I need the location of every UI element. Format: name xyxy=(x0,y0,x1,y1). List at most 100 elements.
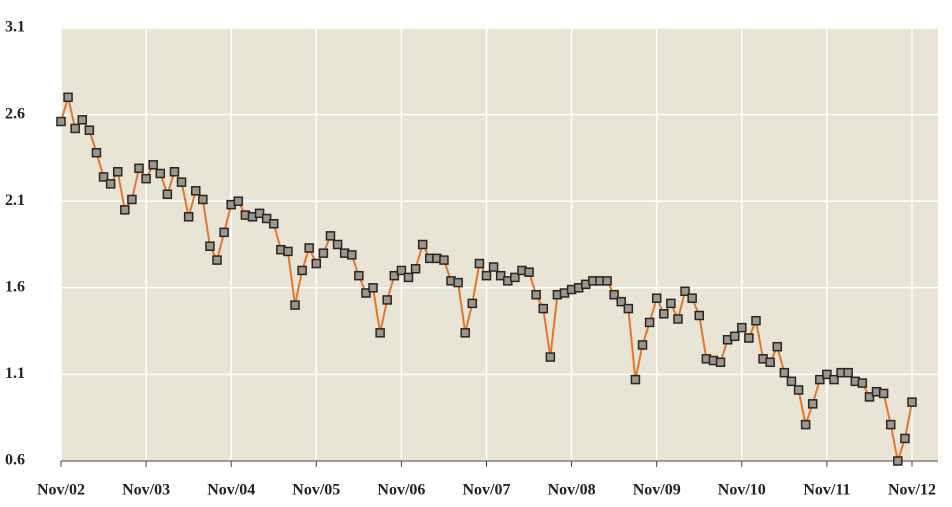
marker xyxy=(666,298,676,309)
marker xyxy=(63,92,73,103)
x-tick-label: Nov/11 xyxy=(803,482,850,499)
marker xyxy=(729,331,740,342)
marker xyxy=(410,263,421,274)
x-tick-label: Nov/09 xyxy=(633,482,681,499)
marker xyxy=(84,125,95,135)
marker xyxy=(807,399,818,409)
marker xyxy=(495,270,506,281)
marker xyxy=(396,265,407,276)
marker xyxy=(311,258,322,269)
marker xyxy=(169,167,180,177)
marker xyxy=(155,168,166,179)
marker xyxy=(481,270,492,281)
x-tick-label: Nov/04 xyxy=(207,482,255,499)
marker xyxy=(715,357,726,368)
marker xyxy=(900,433,910,444)
marker xyxy=(694,310,704,321)
x-tick-label: Nov/02 xyxy=(37,482,85,499)
marker xyxy=(829,374,839,385)
marker xyxy=(332,239,343,250)
marker xyxy=(765,357,775,368)
marker xyxy=(744,333,754,343)
marker xyxy=(354,270,364,281)
marker xyxy=(772,341,783,352)
marker xyxy=(70,123,80,134)
marker xyxy=(687,293,697,303)
marker xyxy=(368,283,378,293)
marker xyxy=(219,227,229,238)
marker xyxy=(843,367,853,378)
marker xyxy=(375,328,385,338)
marker xyxy=(822,369,832,380)
marker xyxy=(460,328,470,338)
marker xyxy=(609,289,619,300)
marker xyxy=(885,419,896,430)
marker xyxy=(56,116,66,127)
x-tick-label: Nov/08 xyxy=(548,482,596,499)
plot-area xyxy=(61,28,938,461)
marker xyxy=(98,172,109,182)
marker xyxy=(403,272,414,283)
marker xyxy=(793,385,804,395)
marker xyxy=(198,194,208,205)
marker xyxy=(737,322,747,333)
marker xyxy=(205,241,215,251)
marker xyxy=(261,213,272,224)
x-tick-label: Nov/10 xyxy=(718,482,766,499)
marker xyxy=(602,276,612,286)
marker xyxy=(254,208,265,219)
marker xyxy=(134,163,144,174)
x-tick-label: Nov/12 xyxy=(888,482,936,499)
marker xyxy=(318,248,329,258)
marker xyxy=(616,296,626,307)
marker xyxy=(488,262,499,272)
marker xyxy=(864,392,875,402)
marker xyxy=(190,186,201,196)
marker xyxy=(120,205,130,215)
marker xyxy=(183,212,194,222)
marker xyxy=(148,160,158,170)
marker xyxy=(524,267,534,277)
marker xyxy=(623,303,634,314)
marker xyxy=(389,270,400,281)
marker xyxy=(347,250,357,260)
marker xyxy=(474,258,485,269)
marker xyxy=(112,167,123,177)
marker xyxy=(878,388,889,399)
marker xyxy=(815,374,825,385)
marker xyxy=(141,173,151,184)
y-tick-label: 2.1 xyxy=(5,192,25,209)
marker xyxy=(644,317,655,328)
marker xyxy=(417,239,428,250)
marker xyxy=(297,265,307,276)
marker xyxy=(304,243,314,253)
marker xyxy=(162,189,173,200)
marker xyxy=(907,397,917,407)
y-tick-label: 2.6 xyxy=(5,105,25,122)
marker xyxy=(283,246,293,257)
marker xyxy=(651,293,662,303)
y-tick-label: 1.6 xyxy=(5,278,25,295)
x-tick-label: Nov/06 xyxy=(377,482,425,499)
marker xyxy=(857,378,868,388)
marker xyxy=(91,147,102,158)
marker xyxy=(531,289,541,300)
x-tick-label: Nov/05 xyxy=(292,482,340,499)
y-tick-label: 0.6 xyxy=(5,452,25,469)
marker xyxy=(800,419,811,430)
marker xyxy=(361,288,371,298)
marker xyxy=(105,179,116,189)
marker xyxy=(439,255,449,265)
marker xyxy=(893,456,903,466)
marker xyxy=(325,231,336,241)
y-tick-label: 1.1 xyxy=(5,365,25,382)
marker xyxy=(290,300,300,310)
marker xyxy=(77,115,88,125)
marker xyxy=(673,314,683,324)
marker xyxy=(176,177,187,187)
x-tick-label: Nov/07 xyxy=(463,482,511,499)
marker xyxy=(453,277,463,288)
marker xyxy=(127,194,137,205)
marker xyxy=(212,255,222,265)
